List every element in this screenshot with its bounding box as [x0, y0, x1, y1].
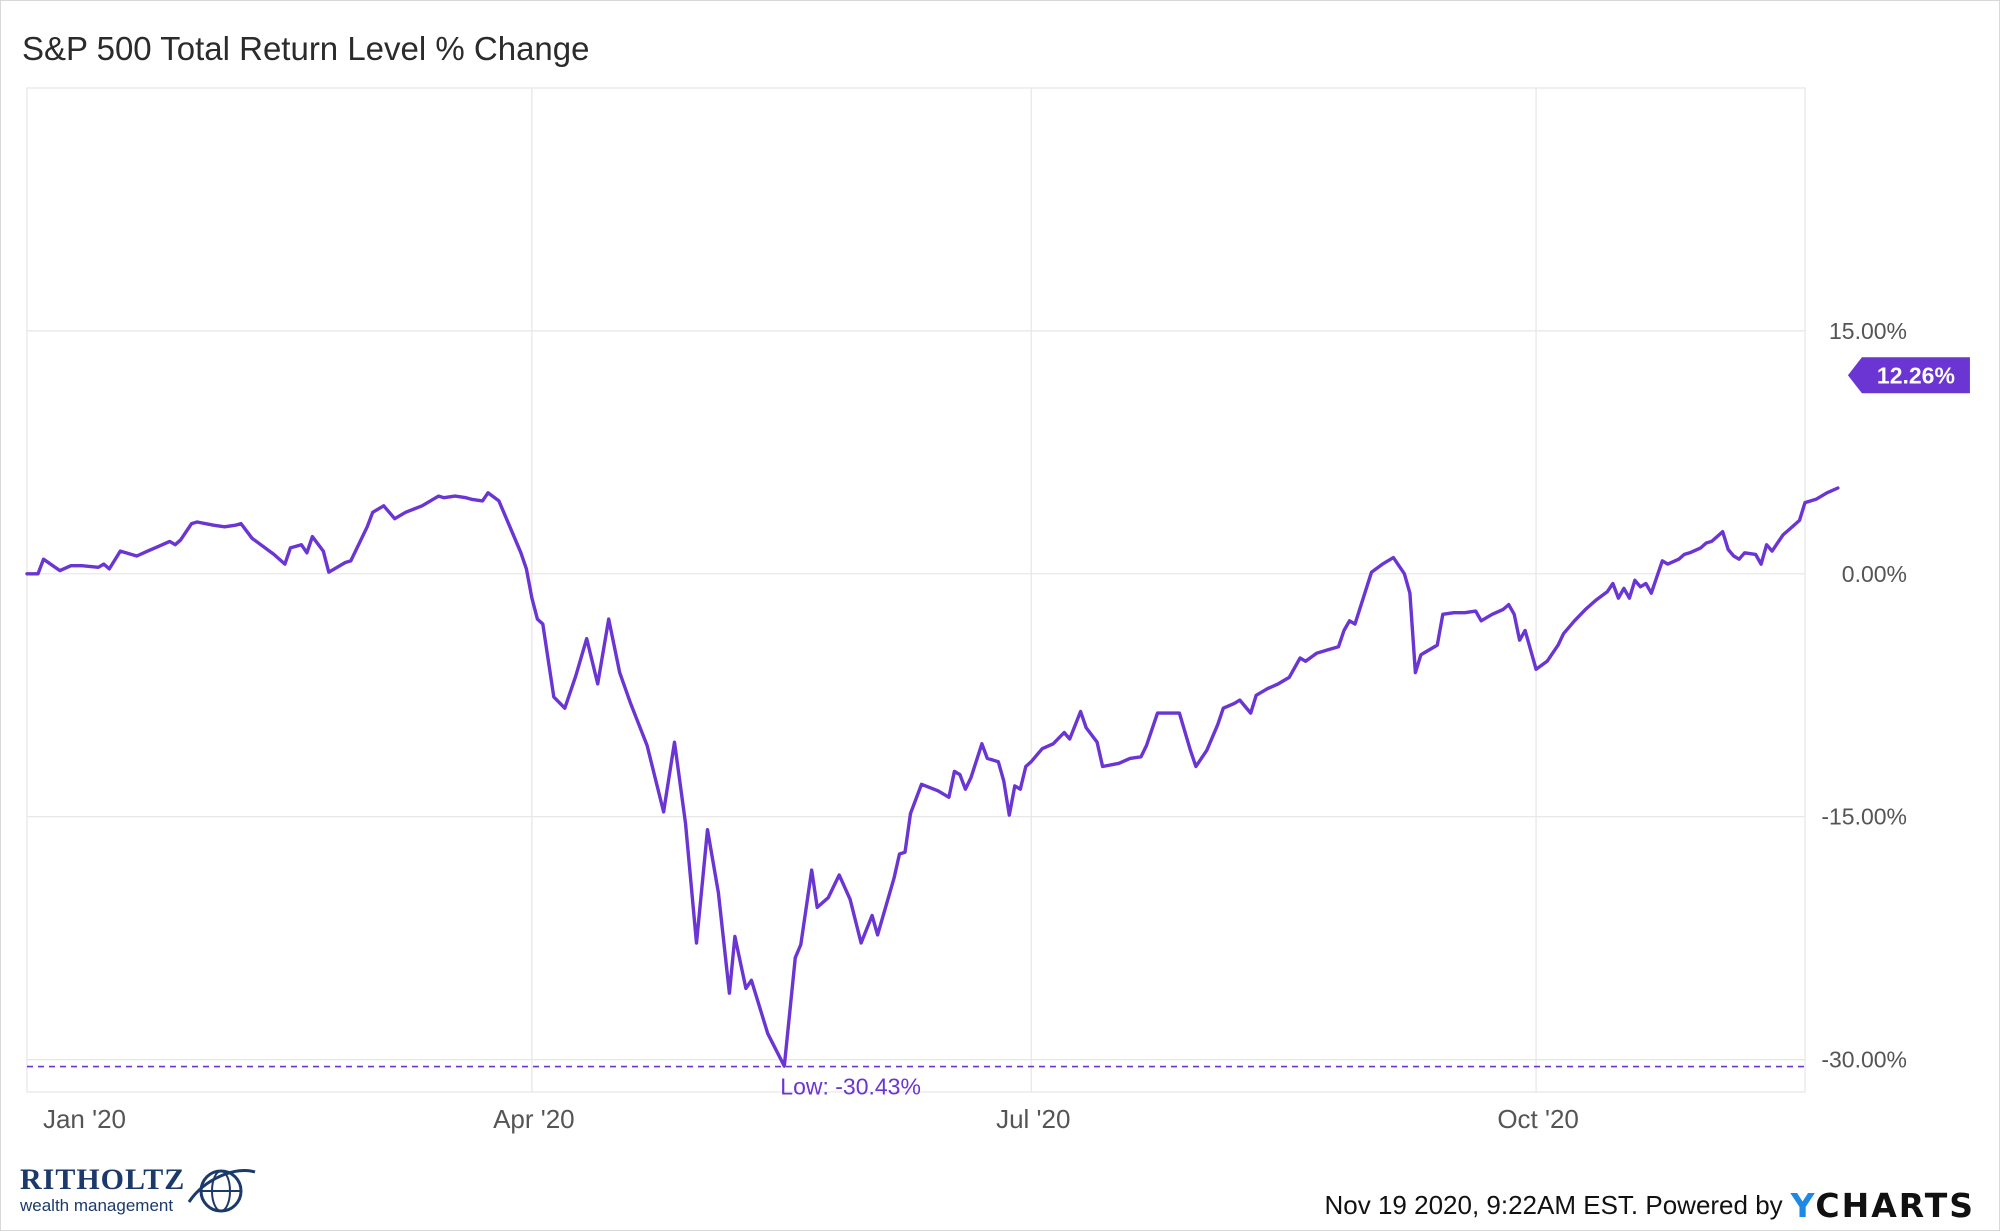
logo-subtitle: wealth management	[20, 1195, 174, 1215]
y-tick-label: -30.00%	[1821, 1047, 1907, 1073]
footer: Nov 19 2020, 9:22AM EST. Powered by YCHA…	[1325, 1186, 1975, 1225]
ritholtz-logo: RITHOLTZ wealth management	[20, 1158, 259, 1220]
x-tick-label: Apr '20	[493, 1104, 575, 1134]
series-line	[25, 486, 1840, 1068]
ycharts-logo-rest: CHARTS	[1815, 1186, 1975, 1225]
x-tick-label: Oct '20	[1497, 1104, 1579, 1134]
series-layer	[25, 486, 1840, 1068]
footer-timestamp: Nov 19 2020, 9:22AM EST. Powered by	[1324, 1190, 1783, 1220]
y-axis-ticks: 15.00% 0.00% -15.00% -30.00%	[1821, 318, 1907, 1073]
grid	[26, 87, 1806, 1093]
x-tick-label: Jul '20	[996, 1104, 1070, 1134]
last-value-label: 12.26%	[1877, 362, 1955, 388]
low-marker-label: Low: -30.43%	[780, 1074, 921, 1100]
logo-name: RITHOLTZ	[20, 1162, 186, 1196]
last-value-badge-shape	[1847, 357, 1970, 394]
ycharts-logo: YCHARTS	[1791, 1186, 1975, 1225]
ycharts-logo-y: Y	[1790, 1186, 1816, 1225]
x-tick-label: Jan '20	[43, 1104, 126, 1134]
y-tick-label: 15.00%	[1829, 318, 1907, 344]
chart-title: S&P 500 Total Return Level % Change	[22, 30, 590, 67]
plot-border	[26, 87, 1806, 1093]
x-axis-ticks: Jan '20 Apr '20 Jul '20 Oct '20	[43, 1104, 1579, 1134]
low-marker: Low: -30.43%	[27, 1065, 1805, 1100]
y-tick-label: 0.00%	[1842, 561, 1907, 587]
last-value-badge: 12.26%	[1847, 357, 1970, 394]
globe-icon	[188, 1169, 256, 1213]
y-tick-label: -15.00%	[1821, 804, 1907, 830]
